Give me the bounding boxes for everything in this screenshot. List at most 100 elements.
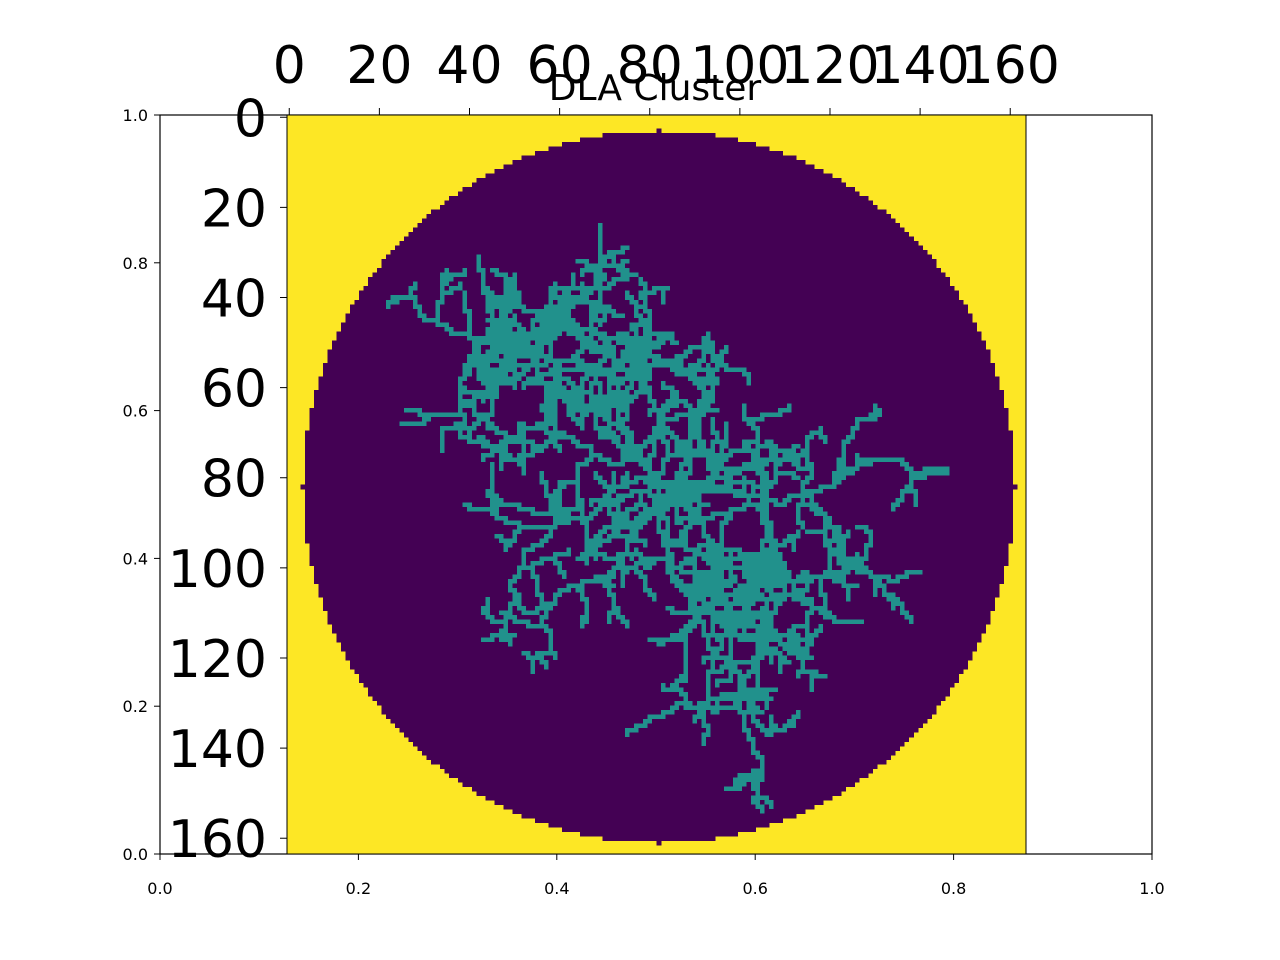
cluster-cell <box>751 714 757 720</box>
cluster-cell <box>742 574 793 580</box>
cluster-cell <box>633 331 639 337</box>
disk-cell <box>688 633 702 639</box>
disk-cell <box>642 448 653 454</box>
disk-cell <box>471 331 486 337</box>
cluster-cell <box>638 281 648 287</box>
disk-cell <box>521 502 549 508</box>
cluster-cell <box>742 570 793 576</box>
cluster-cell <box>624 295 635 301</box>
disk-cell <box>494 313 500 319</box>
cluster-cell <box>579 619 590 625</box>
disk-cell <box>305 498 491 503</box>
disk-cell <box>665 421 689 427</box>
cluster-cell <box>647 313 653 319</box>
cluster-cell <box>701 628 707 634</box>
cluster-cell <box>665 547 671 553</box>
disk-cell <box>661 489 666 494</box>
cluster-cell <box>575 349 585 355</box>
disk-cell <box>674 331 707 337</box>
disk-cell <box>584 385 590 391</box>
disk-cell <box>701 434 716 440</box>
disk-cell <box>615 592 648 598</box>
disk-cell <box>913 466 923 472</box>
cluster-cell <box>751 452 761 458</box>
disk-cell <box>597 416 603 422</box>
disk-cell <box>760 425 820 431</box>
disk-cell <box>647 543 662 548</box>
cluster-cell <box>868 412 883 418</box>
disk-cell <box>575 434 599 440</box>
disk-cell <box>305 520 504 526</box>
cluster-cell <box>818 425 824 431</box>
disk-cell <box>800 461 806 467</box>
disk-cell <box>584 583 603 589</box>
cluster-cell <box>575 470 581 476</box>
cluster-cell <box>913 498 919 503</box>
cluster-cell <box>629 529 639 535</box>
disk-cell <box>728 430 757 436</box>
cluster-cell <box>471 344 482 350</box>
disk-cell <box>629 331 635 337</box>
disk-cell <box>512 610 522 616</box>
disk-cell <box>588 556 594 562</box>
disk-cell <box>688 664 711 670</box>
cluster-cell <box>440 425 477 431</box>
cluster-cell <box>539 619 545 625</box>
disk-cell <box>737 664 752 670</box>
cluster-cell <box>471 349 482 355</box>
disk-cell <box>629 268 941 274</box>
disk-cell <box>688 673 707 679</box>
disk-cell <box>552 349 576 355</box>
disk-cell <box>651 461 662 467</box>
disk-cell <box>584 511 590 517</box>
disk-cell <box>440 205 878 211</box>
disk-cell <box>386 714 648 720</box>
cluster-cell <box>512 597 522 603</box>
cluster-cell <box>539 601 558 607</box>
cluster-cell <box>710 358 725 364</box>
cluster-cell <box>755 678 761 684</box>
disk-cell <box>710 502 743 508</box>
disk-cell <box>557 407 567 413</box>
disk-cell <box>728 349 991 355</box>
cluster-cell <box>701 340 716 346</box>
disk-cell <box>516 538 540 544</box>
cluster-cell <box>480 637 495 643</box>
disk-cell <box>845 547 865 553</box>
disk-cell <box>800 511 815 517</box>
disk-cell <box>566 570 608 576</box>
cluster-cell <box>471 412 495 418</box>
cluster-cell <box>606 489 617 494</box>
disk-cell <box>606 277 612 283</box>
disk-cell <box>773 619 806 625</box>
cluster-cell <box>710 597 729 603</box>
disk-cell <box>778 475 793 481</box>
disk-cell <box>381 259 477 265</box>
cluster-cell <box>534 579 540 585</box>
cluster-cell <box>818 592 829 598</box>
disk-cell <box>733 646 757 652</box>
disk-cell <box>782 601 802 607</box>
cluster-cell <box>566 412 576 418</box>
cluster-cell <box>796 669 820 675</box>
cluster-cell <box>836 543 847 548</box>
disk-cell <box>629 624 684 630</box>
disk-cell <box>872 543 1009 548</box>
disk-cell <box>904 493 914 499</box>
cluster-cell <box>751 489 757 494</box>
disk-cell <box>832 610 901 616</box>
disk-cell <box>431 209 887 215</box>
disk-cell <box>651 565 666 571</box>
disk-cell <box>305 516 495 521</box>
cluster-cell <box>701 525 707 530</box>
cluster-cell <box>674 520 684 526</box>
disk-cell <box>318 385 459 391</box>
cluster-cell <box>733 781 748 787</box>
cluster-cell <box>597 322 603 328</box>
cluster-cell <box>476 259 482 265</box>
disk-cell <box>462 781 734 787</box>
disk-cell <box>534 151 784 156</box>
disk-cell <box>728 344 986 350</box>
cluster-cell <box>845 597 851 603</box>
disk-cell <box>476 790 757 796</box>
